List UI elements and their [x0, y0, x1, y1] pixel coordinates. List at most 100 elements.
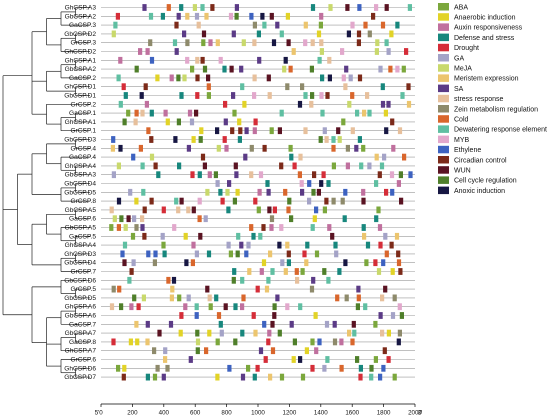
promoter-element-box [396, 180, 401, 187]
promoter-element-box [255, 364, 260, 372]
promoter-element-box [200, 56, 205, 64]
promoter-element-box [267, 329, 272, 337]
promoter-element-box [155, 364, 160, 372]
promoter-element-box [289, 320, 294, 328]
promoter-element-box [256, 30, 261, 38]
promoter-element-box [232, 109, 237, 117]
promoter-element-box [152, 347, 157, 355]
promoter-element-box [118, 56, 123, 64]
promoter-element-box [194, 109, 199, 117]
promoter-element-box [179, 4, 184, 11]
promoter-element-box [148, 39, 153, 47]
promoter-element-box [149, 56, 155, 64]
axis-tick-label: 1400 [314, 410, 328, 417]
promoter-element-box [291, 48, 296, 55]
promoter-element-box [316, 30, 322, 38]
promoter-element-box [310, 224, 315, 231]
legend-swatch [438, 3, 449, 11]
promoter-element-box [131, 153, 136, 161]
promoter-element-box [253, 118, 258, 126]
promoter-element-box [325, 92, 330, 99]
promoter-element-box [322, 127, 327, 135]
promoter-element-box [174, 21, 179, 29]
promoter-element-box [173, 136, 178, 143]
promoter-element-box [111, 136, 116, 143]
axis-tick-label: 200 [127, 410, 138, 417]
promoter-element-box [390, 312, 396, 319]
promoter-element-box [367, 30, 372, 38]
promoter-element-box [205, 188, 210, 196]
promoter-element-box [122, 364, 127, 372]
promoter-element-box [174, 197, 179, 205]
promoter-element-box [297, 100, 303, 108]
gene-label: GaCSP.2 [69, 75, 96, 82]
promoter-element-box [239, 65, 244, 73]
promoter-element-box [182, 74, 187, 82]
promoter-element-box [319, 12, 324, 20]
promoter-element-box [194, 250, 199, 258]
promoter-element-box [156, 171, 161, 179]
promoter-element-box [384, 188, 389, 196]
promoter-element-box [185, 56, 190, 64]
axis-tick-label: 800 [221, 410, 232, 417]
promoter-element-box [252, 92, 257, 99]
promoter-element-box [198, 136, 203, 143]
promoter-element-box [110, 144, 115, 152]
promoter-element-box [115, 12, 120, 20]
promoter-element-box [378, 241, 383, 249]
gene-label: GbCSP.D4 [64, 260, 96, 267]
promoter-element-box [392, 294, 397, 302]
promoter-element-box [257, 56, 262, 64]
promoter-element-box [117, 285, 122, 293]
promoter-element-box [312, 215, 317, 223]
legend-label: Anoxic induction [454, 188, 505, 195]
promoter-element-box [302, 250, 307, 258]
promoter-element-box [316, 188, 321, 196]
promoter-element-box [374, 180, 379, 187]
promoter-element-box [262, 21, 267, 29]
promoter-element-box [130, 232, 136, 240]
promoter-element-box [226, 241, 231, 249]
gene-label: GbCSP.A7 [65, 330, 97, 337]
promoter-element-box [378, 373, 383, 381]
promoter-element-box [122, 118, 127, 126]
promoter-element-box [237, 136, 242, 143]
promoter-element-box [218, 320, 223, 328]
promoter-element-box [269, 12, 274, 20]
legend-label: Dewatering response element [454, 127, 547, 134]
promoter-element-box [202, 162, 207, 170]
promoter-element-box [350, 21, 355, 29]
promoter-element-box [286, 250, 291, 258]
promoter-element-box [202, 65, 208, 73]
promoter-element-box [331, 197, 336, 205]
promoter-element-box [272, 206, 277, 214]
promoter-element-box [203, 215, 208, 223]
promoter-element-box [206, 83, 211, 91]
promoter-element-box [267, 206, 272, 214]
promoter-element-box [166, 4, 171, 11]
promoter-element-box [294, 268, 299, 275]
promoter-element-box [170, 285, 175, 293]
gene-label: GbCSP.A5 [65, 207, 97, 214]
promoter-element-box [335, 294, 340, 302]
promoter-element-box [369, 373, 374, 381]
promoter-element-box [138, 48, 143, 55]
promoter-element-box [380, 83, 385, 91]
promoter-element-box [386, 100, 391, 108]
legend-label: MYB [454, 137, 470, 144]
promoter-element-box [123, 92, 128, 99]
legend-swatch [438, 186, 449, 195]
promoter-element-box [269, 224, 274, 231]
promoter-element-box [109, 224, 114, 231]
promoter-element-box [111, 171, 116, 179]
promoter-element-box [205, 285, 210, 293]
phylogenetic-tree [2, 7, 90, 378]
promoter-element-box [357, 136, 362, 143]
promoter-element-box [241, 294, 246, 302]
legend-swatch [438, 115, 449, 123]
gene-label: GbCSP.A2 [65, 66, 97, 73]
promoter-element-box [266, 74, 271, 82]
promoter-element-box [309, 65, 314, 73]
promoter-element-box [214, 294, 219, 302]
promoter-element-box [268, 373, 273, 381]
